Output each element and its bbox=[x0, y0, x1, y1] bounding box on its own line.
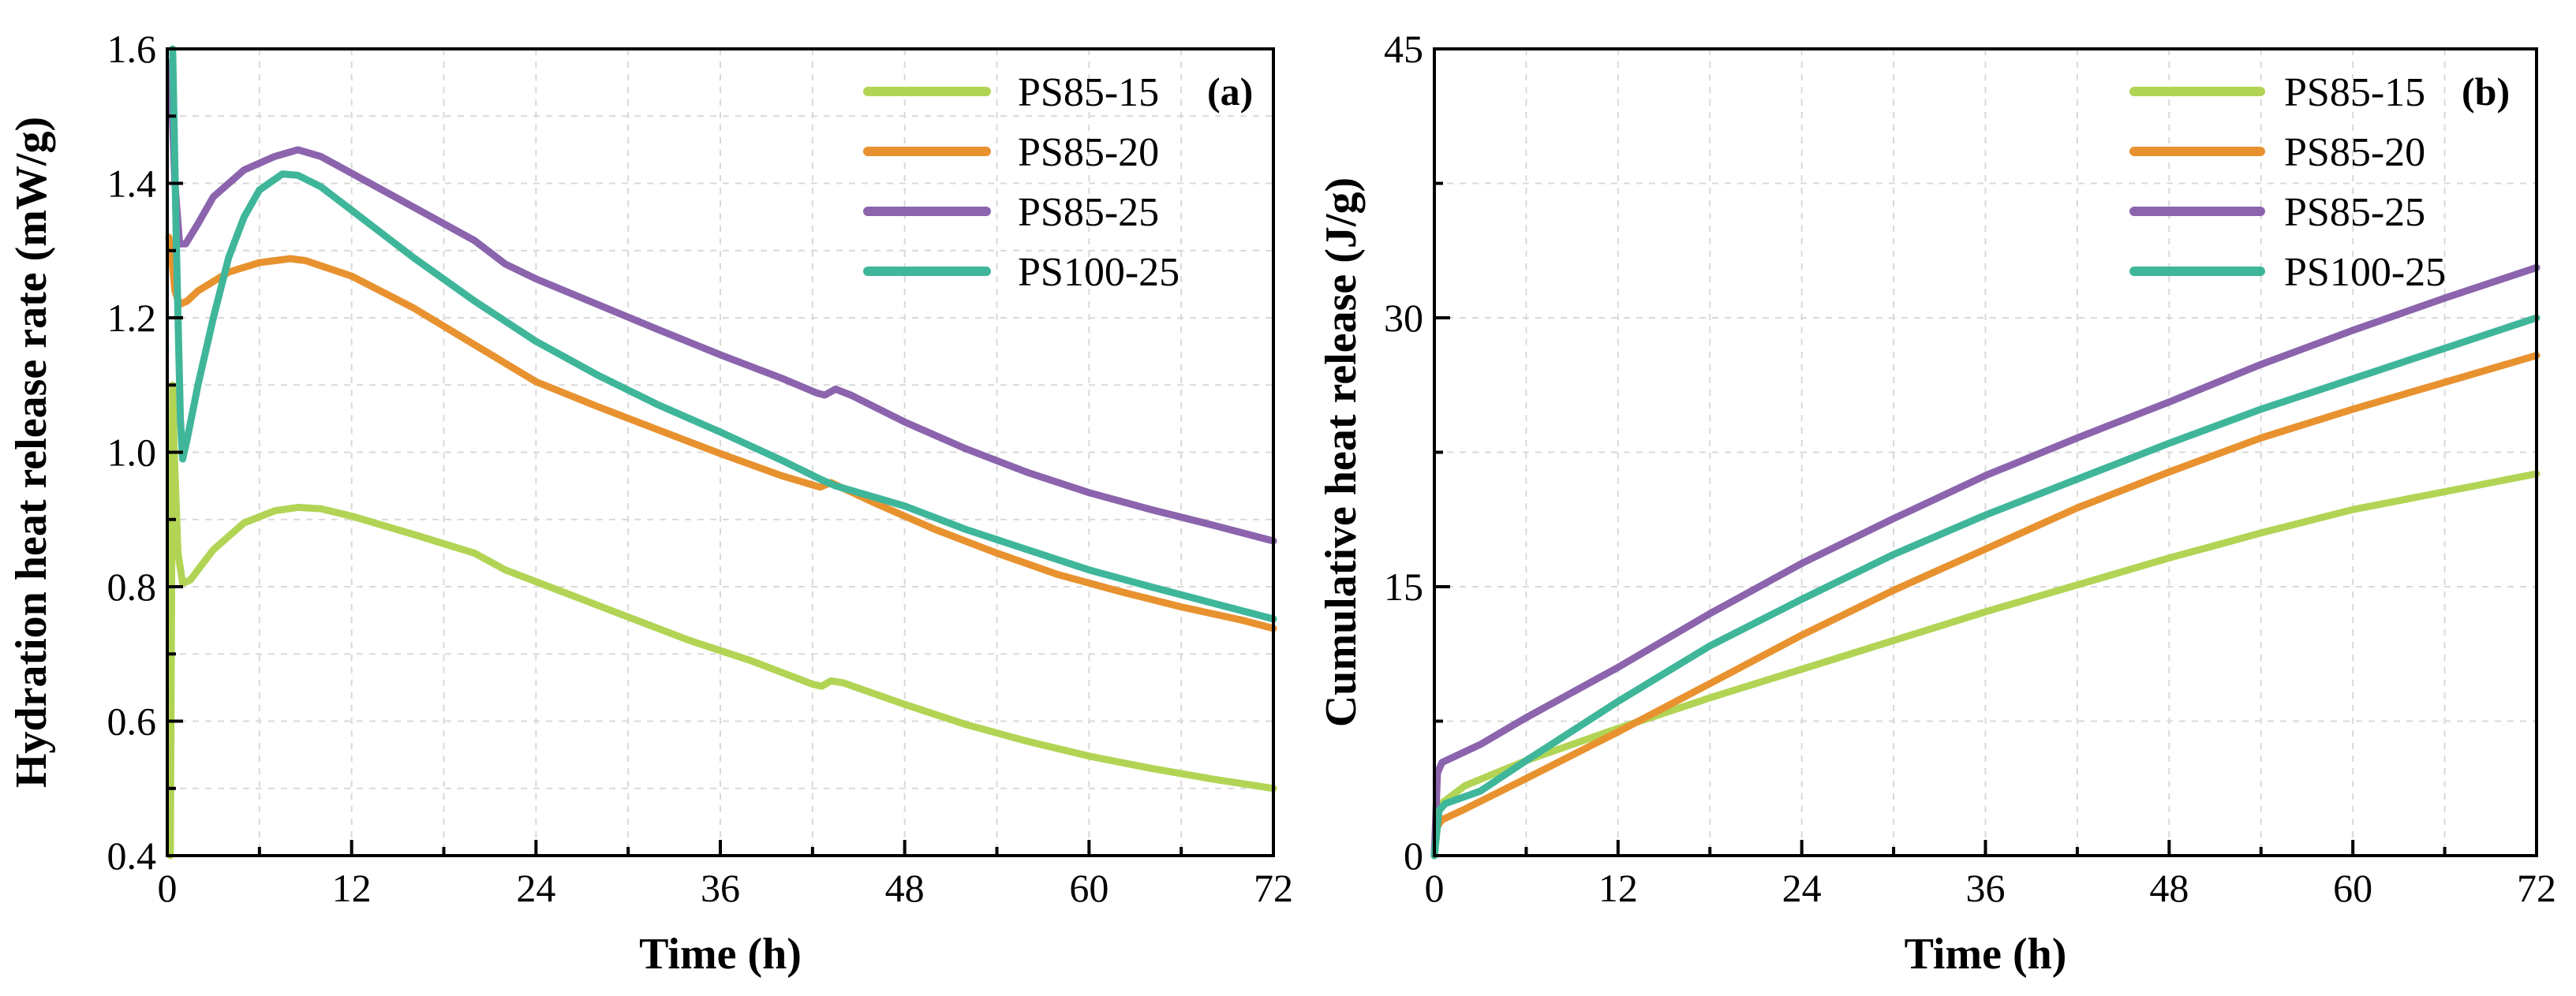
x-tick-label: 72 bbox=[2517, 866, 2556, 910]
x-tick-label: 60 bbox=[1069, 866, 1109, 910]
legend-label: PS85-25 bbox=[1018, 190, 1159, 235]
x-tick-label: 0 bbox=[1425, 866, 1445, 910]
chart-panel-b: 0 12 24 36 48 60 72 0 15 30 45 Time (h) Cumulative h… bbox=[1317, 27, 2556, 979]
y-tick-label: 1.0 bbox=[107, 431, 157, 475]
legend-label: PS85-25 bbox=[2284, 190, 2425, 235]
panel-label: (a) bbox=[1207, 69, 1253, 114]
y-tick-label: 0.6 bbox=[107, 699, 157, 744]
x-tick-label: 72 bbox=[1254, 866, 1293, 910]
legend-label: PS85-20 bbox=[1018, 130, 1159, 175]
legend-label: PS100-25 bbox=[2284, 250, 2446, 295]
x-tick-label: 0 bbox=[158, 866, 178, 910]
x-tick-label: 24 bbox=[1782, 866, 1822, 910]
x-axis-title: Time (h) bbox=[1905, 930, 2067, 979]
x-tick-label: 48 bbox=[2149, 866, 2189, 910]
y-tick-label: 0 bbox=[1404, 834, 1423, 878]
series-line-ps85-20 bbox=[165, 233, 1277, 632]
y-axis-title: Cumulative heat release (J/g) bbox=[1317, 177, 1366, 727]
y-axis-title: Hydration heat release rate (mW/g) bbox=[7, 117, 56, 788]
y-tick-label: 1.4 bbox=[107, 162, 157, 206]
y-tick-label: 0.4 bbox=[107, 834, 157, 878]
x-tick-label: 12 bbox=[332, 866, 372, 910]
x-tick-label: 36 bbox=[701, 866, 740, 910]
x-tick-label: 24 bbox=[516, 866, 555, 910]
legend-label: PS85-20 bbox=[2284, 130, 2425, 175]
x-tick-label: 60 bbox=[2333, 866, 2372, 910]
x-tick-label: 48 bbox=[885, 866, 925, 910]
legend-label: PS100-25 bbox=[1018, 250, 1180, 295]
legend-label: PS85-15 bbox=[1018, 70, 1159, 115]
legend-label: PS85-15 bbox=[2284, 70, 2425, 115]
y-tick-label: 0.8 bbox=[107, 565, 157, 609]
legend: PS85-15 PS85-20 PS85-25 PS100-25 bbox=[2129, 70, 2446, 295]
series-line-ps85-15 bbox=[1430, 470, 2540, 860]
panel-label: (b) bbox=[2462, 69, 2510, 114]
series-line-ps85-15 bbox=[166, 381, 1277, 860]
series-line-ps85-25 bbox=[1430, 263, 2540, 860]
x-tick-label: 12 bbox=[1598, 866, 1638, 910]
y-tick-label: 1.6 bbox=[107, 27, 157, 71]
chart-panel-a: 0 12 24 36 48 60 72 0.4 0.6 0.8 1.0 1.2 1.4 1.6 Time (… bbox=[7, 27, 1293, 979]
series-line-ps85-20 bbox=[1430, 352, 2540, 860]
y-tick-label: 1.2 bbox=[107, 296, 157, 340]
x-tick-label: 36 bbox=[1966, 866, 2006, 910]
series-line-ps100-25 bbox=[169, 45, 1277, 623]
y-tick-label: 15 bbox=[1384, 565, 1423, 609]
legend: PS85-15 PS85-20 PS85-25 PS100-25 bbox=[863, 70, 1180, 295]
series-line-ps100-25 bbox=[1430, 314, 2540, 860]
y-tick-label: 45 bbox=[1384, 27, 1423, 71]
x-axis-title: Time (h) bbox=[639, 930, 802, 979]
y-tick-label: 30 bbox=[1384, 296, 1423, 340]
series-line-ps85-25 bbox=[166, 58, 1277, 545]
